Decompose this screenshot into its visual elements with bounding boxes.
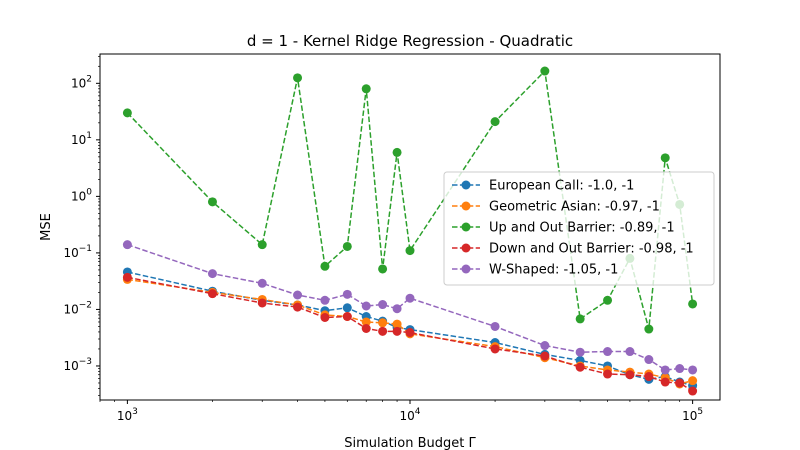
data-point <box>257 298 267 308</box>
data-point <box>257 240 267 250</box>
data-point <box>207 197 217 207</box>
x-axis-label: Simulation Budget Γ <box>344 436 476 450</box>
x-tick-label: 105 <box>682 407 703 423</box>
data-point <box>603 347 613 357</box>
data-point <box>490 117 500 127</box>
data-point <box>378 264 388 274</box>
data-point <box>660 365 670 375</box>
data-point <box>540 341 550 351</box>
data-point <box>675 364 685 374</box>
legend: European Call: -1.0, -1 Geometric Asian: … <box>443 171 715 286</box>
legend-marker <box>461 201 471 211</box>
legend-marker <box>461 243 471 253</box>
data-point <box>490 344 500 354</box>
data-point <box>688 386 698 396</box>
legend-label: European Call: -1.0, -1 <box>489 179 634 194</box>
data-point <box>625 370 635 380</box>
series-3 <box>122 66 698 334</box>
data-point <box>342 303 352 313</box>
data-point <box>361 317 371 327</box>
series-4 <box>122 272 698 396</box>
data-point <box>603 295 613 305</box>
legend-label: Down and Out Barrier: -0.98, -1 <box>489 242 694 257</box>
data-point <box>688 376 698 386</box>
y-tick-label: 102 <box>71 74 92 90</box>
data-point <box>361 84 371 94</box>
data-point <box>540 66 550 76</box>
data-point <box>603 369 613 379</box>
x-axis: 103 104 105 <box>99 400 703 423</box>
data-point <box>320 295 330 305</box>
plot-area <box>122 66 698 396</box>
x-tick-label: 104 <box>399 407 420 423</box>
data-point <box>320 261 330 271</box>
data-point <box>644 372 654 382</box>
data-point <box>688 299 698 309</box>
data-point <box>575 362 585 372</box>
data-point <box>644 324 654 334</box>
x-tick-label: 103 <box>117 407 138 423</box>
data-point <box>688 365 698 375</box>
data-point <box>342 241 352 251</box>
y-tick-label: 100 <box>71 187 92 203</box>
y-tick-label: 10−1 <box>63 244 92 260</box>
data-point <box>392 319 402 329</box>
y-tick-label: 10−3 <box>63 357 92 373</box>
data-point <box>378 300 388 310</box>
data-point <box>660 377 670 387</box>
data-point <box>361 323 371 333</box>
legend-box <box>443 171 715 286</box>
data-point <box>378 326 388 336</box>
data-point <box>575 314 585 324</box>
data-point <box>490 321 500 331</box>
legend-marker <box>461 180 471 190</box>
y-tick-label: 10−2 <box>63 300 92 316</box>
data-point <box>675 378 685 388</box>
data-point <box>392 304 402 314</box>
data-point <box>342 289 352 299</box>
data-point <box>293 302 303 312</box>
data-point <box>122 108 132 118</box>
legend-label: Up and Out Barrier: -0.89, -1 <box>489 221 675 236</box>
data-point <box>122 240 132 250</box>
legend-marker <box>461 222 471 232</box>
legend-item: Up and Out Barrier: -0.89, -1 <box>452 221 675 236</box>
data-point <box>392 326 402 336</box>
data-point <box>257 278 267 288</box>
data-point <box>392 147 402 157</box>
data-point <box>660 153 670 163</box>
data-point <box>405 293 415 303</box>
data-point <box>405 246 415 256</box>
data-point <box>644 355 654 365</box>
data-point <box>625 347 635 357</box>
legend-item: Down and Out Barrier: -0.98, -1 <box>452 242 694 257</box>
legend-item: Geometric Asian: -0.97, -1 <box>452 200 660 215</box>
data-point <box>320 312 330 322</box>
data-point <box>207 269 217 279</box>
series-5 <box>122 240 698 375</box>
y-tick-label: 101 <box>71 131 92 147</box>
legend-item: European Call: -1.0, -1 <box>452 179 634 194</box>
y-axis-label: MSE <box>39 213 54 241</box>
data-point <box>540 351 550 361</box>
chart-title: d = 1 - Kernel Ridge Regression - Quadra… <box>247 32 573 50</box>
data-point <box>575 347 585 357</box>
data-point <box>293 73 303 83</box>
data-point <box>342 311 352 321</box>
data-point <box>122 272 132 282</box>
data-point <box>405 328 415 338</box>
data-point <box>361 301 371 311</box>
data-point <box>207 289 217 299</box>
legend-label: W-Shaped: -1.05, -1 <box>489 263 618 278</box>
legend-marker <box>461 264 471 274</box>
legend-item: W-Shaped: -1.05, -1 <box>452 263 618 278</box>
y-axis: 10−3 10−2 10−1 100 101 102 <box>63 55 100 396</box>
legend-label: Geometric Asian: -0.97, -1 <box>489 200 660 215</box>
data-point <box>293 290 303 300</box>
data-point <box>378 318 388 328</box>
